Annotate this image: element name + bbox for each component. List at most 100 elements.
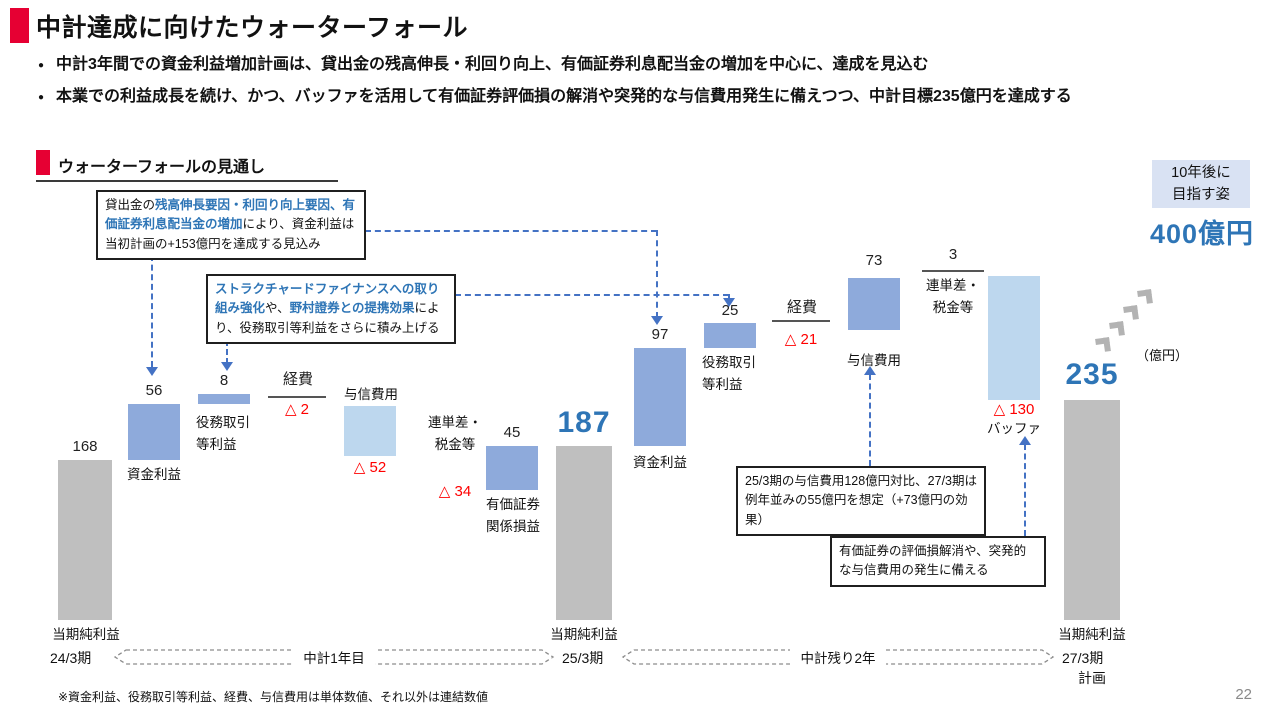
axis-range-remaining2-label: 中計残り2年 <box>790 647 886 667</box>
arrowhead-up-icon <box>864 366 876 375</box>
bar-value-fees-1: 8 <box>219 372 229 389</box>
bar-value-credit-costs-1: △ 52 <box>353 459 387 476</box>
callout-text: 有価証券の評価損解消や、突発的な与信費用の発生に備える <box>839 544 1027 578</box>
bar-value-net-income-27: 235 <box>1065 358 1119 391</box>
bar-net-income-27 <box>1064 400 1120 620</box>
arrowhead-up-icon <box>1019 436 1031 445</box>
callout-text: や、 <box>265 301 290 316</box>
growth-chevron-icon <box>1123 305 1139 321</box>
arrow-c1-to-funding-bar-2-drop <box>656 230 658 318</box>
bar-funding-profit-1 <box>128 404 180 460</box>
bar-value-expenses-1: △ 2 <box>284 401 310 418</box>
level-line-expenses-2 <box>772 320 830 322</box>
axis-range-year1: 中計1年目 <box>112 647 556 667</box>
callout-highlight: 野村證券との提携効果 <box>289 301 415 316</box>
axis-arrow-shape <box>113 649 555 665</box>
bar-label-buffer: バッファ <box>987 421 1041 436</box>
bar-label-securities: 有価証券関係損益 <box>486 497 540 534</box>
arrowhead-down-icon <box>146 367 158 376</box>
growth-chevron-icon <box>1095 337 1111 353</box>
bar-net-income-25 <box>556 446 612 620</box>
growth-chevron-icon <box>1109 321 1125 337</box>
bar-label-net-income-25: 当期純利益 <box>550 627 618 642</box>
bar-label-net-income-27: 当期純利益 <box>1058 627 1126 642</box>
callout-highlight: 残高伸長要因・利回り向上要因、有価証券利息配当金の増加 <box>105 198 356 232</box>
arrowhead-down-icon <box>723 298 735 307</box>
bullet-icon: ● <box>38 92 45 103</box>
bar-credit-costs-2 <box>848 278 900 330</box>
section-underline <box>36 180 338 182</box>
callout-text: 貸出金の <box>105 198 156 212</box>
title-accent-bar <box>10 8 29 43</box>
bar-value-buffer: △ 130 <box>993 401 1035 418</box>
section-accent-bar <box>36 150 50 175</box>
axis-period-27-plan: 計画 <box>1078 670 1106 686</box>
bar-net-income-24 <box>58 460 112 620</box>
arrow-c2-to-fees-bar-2 <box>455 294 729 296</box>
arrowhead-down-icon <box>651 316 663 325</box>
bar-value-funding-profit-1: 56 <box>145 382 163 399</box>
bar-value-net-income-25: 187 <box>557 406 611 439</box>
axis-range-year1-label: 中計1年目 <box>293 647 375 667</box>
callout-buffer: 有価証券の評価損解消や、突発的な与信費用の発生に備える <box>830 536 1046 587</box>
callout-fees: ストラクチャードファイナンスへの取り組み強化や、野村證券との提携効果により、役務… <box>206 274 456 345</box>
bar-label-expenses-2: 経費 <box>786 299 817 316</box>
bar-value-expenses-2: △ 21 <box>784 331 818 348</box>
goal-value: 400億円 <box>1149 219 1255 249</box>
bar-label-consolidation-1: 連単差・税金等 <box>428 415 482 452</box>
bar-value-consolidation-2: 3 <box>948 246 958 263</box>
callout-text: により、資金利益は当初計画の+153億円を達成する見込み <box>105 217 355 251</box>
bar-value-net-income-24: 168 <box>72 438 98 455</box>
level-line-consolidation-2 <box>922 270 984 272</box>
bullet-text-2: 本業での利益成長を続け、かつ、バッファを活用して有価証券評価損の解消や突発的な与… <box>56 88 1072 105</box>
bar-value-funding-profit-2: 97 <box>651 326 669 343</box>
bullet-icon: ● <box>38 60 45 71</box>
axis-arrow-shape <box>621 649 1055 665</box>
axis-period-25: 25/3期 <box>562 650 604 666</box>
axis-period-27: 27/3期 <box>1062 650 1104 666</box>
arrow-c2-to-fees-bar-2-drop <box>728 294 730 300</box>
arrow-c3-to-credit-costs <box>869 374 871 466</box>
bar-buffer <box>988 276 1040 400</box>
arrow-c1-to-funding-bar-2 <box>365 230 657 232</box>
arrow-c4-to-buffer <box>1024 444 1026 536</box>
bar-label-consolidation-2: 連単差・税金等 <box>926 278 980 315</box>
arrow-c1-to-funding-bar <box>151 255 153 367</box>
section-header: ウォーターフォールの見通し <box>58 159 266 176</box>
bar-label-credit-costs-1: 与信費用 <box>344 387 398 402</box>
callout-text: により、役務取引等利益をさらに積み上げる <box>215 301 440 335</box>
bullet-item-1: ● 中計3年間での資金利益増加計画は、貸出金の残高伸長・利回り向上、有価証券利息… <box>38 54 1253 76</box>
bar-funding-profit-2 <box>634 348 686 446</box>
bar-securities <box>486 446 538 490</box>
bar-value-securities: 45 <box>503 424 521 441</box>
goal-caption-box: 10年後に 目指す姿 <box>1152 160 1250 208</box>
unit-label: （億円） <box>1136 348 1189 363</box>
page-number: 22 <box>1235 686 1252 703</box>
bar-label-funding-profit-1: 資金利益 <box>127 467 181 482</box>
growth-chevron-icon <box>1137 289 1153 305</box>
bar-label-funding-profit-2: 資金利益 <box>633 455 687 470</box>
arrowhead-down-icon <box>221 362 233 371</box>
bar-value-credit-costs-2: 73 <box>865 252 883 269</box>
bar-fees-1 <box>198 394 250 404</box>
goal-caption-line1: 10年後に <box>1171 165 1231 181</box>
bar-value-consolidation-1: △ 34 <box>438 483 472 500</box>
arrow-c2-to-fees-bar <box>226 340 228 364</box>
callout-funding-profit: 貸出金の残高伸長要因・利回り向上要因、有価証券利息配当金の増加により、資金利益は… <box>96 190 366 261</box>
callout-credit-costs: 25/3期の与信費用128億円対比、27/3期は例年並みの55億円を想定（+73… <box>736 466 986 537</box>
bar-label-credit-costs-2: 与信費用 <box>847 353 901 368</box>
bar-fees-2 <box>704 323 756 348</box>
bullet-item-2: ● 本業での利益成長を続け、かつ、バッファを活用して有価証券評価損の解消や突発的… <box>38 86 1253 108</box>
axis-range-remaining2: 中計残り2年 <box>620 647 1056 667</box>
level-line-expenses-1 <box>268 396 326 398</box>
footnote: ※資金利益、役務取引等利益、経費、与信費用は単体数値、それ以外は連結数値 <box>58 690 489 704</box>
callout-highlight: ストラクチャードファイナンスへの取り組み強化 <box>215 282 440 316</box>
bar-credit-costs-1 <box>344 406 396 456</box>
bar-label-net-income-24: 当期純利益 <box>52 627 120 642</box>
bullet-text-1: 中計3年間での資金利益増加計画は、貸出金の残高伸長・利回り向上、有価証券利息配当… <box>56 56 929 73</box>
goal-caption-line2: 目指す姿 <box>1172 186 1230 203</box>
bar-label-expenses-1: 経費 <box>282 371 313 388</box>
page-title: 中計達成に向けたウォーターフォール <box>36 14 469 42</box>
callout-text: 25/3期の与信費用128億円対比、27/3期は例年並みの55億円を想定（+73… <box>745 474 978 527</box>
